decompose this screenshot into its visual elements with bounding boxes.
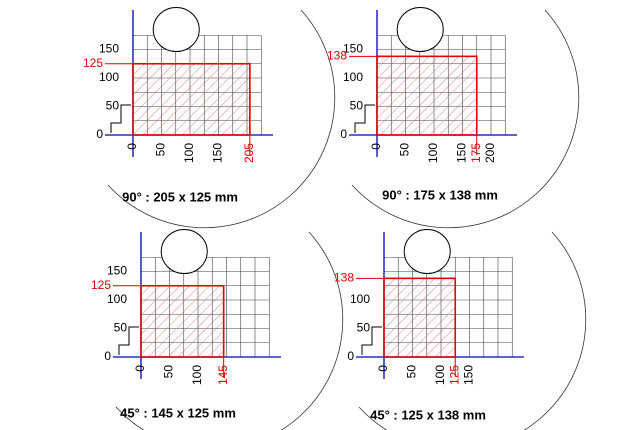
cut-height-label: 138 bbox=[334, 271, 354, 285]
x-tick-label: 50 bbox=[162, 365, 176, 379]
x-tick-label: 50 bbox=[398, 143, 412, 157]
x-tick-label: 150 bbox=[462, 365, 476, 385]
y-tick-label: 50 bbox=[357, 321, 371, 335]
y-tick-label: 150 bbox=[107, 264, 127, 278]
x-tick-label: 0 bbox=[133, 365, 147, 372]
y-tick-label: 100 bbox=[107, 292, 127, 306]
y-tick-label: 150 bbox=[99, 42, 119, 56]
cut-width-label: 145 bbox=[216, 365, 230, 385]
motor bbox=[396, 7, 444, 53]
y-tick-label: 50 bbox=[106, 99, 120, 113]
caption: 45° : 145 x 125 mm bbox=[120, 405, 236, 420]
cut-area bbox=[132, 62, 251, 136]
fence bbox=[110, 104, 131, 133]
y-tick-label: 0 bbox=[104, 349, 111, 363]
y-tick-label: 0 bbox=[340, 127, 347, 141]
x-tick-label: 100 bbox=[190, 365, 204, 385]
cut-width-label: 205 bbox=[242, 143, 256, 163]
motor bbox=[152, 7, 200, 53]
blade-arc bbox=[115, 231, 344, 430]
x-tick-label: 0 bbox=[376, 365, 390, 372]
y-tick-label: 100 bbox=[343, 70, 363, 84]
caption: 90° : 205 x 125 mm bbox=[122, 189, 238, 204]
motor bbox=[403, 229, 451, 275]
x-tick-label: 50 bbox=[154, 143, 168, 157]
cut-width-label: 125 bbox=[447, 365, 461, 385]
y-tick-label: 150 bbox=[343, 42, 363, 56]
cut-height-label: 125 bbox=[83, 56, 103, 70]
cut-width-label: 175 bbox=[469, 143, 483, 163]
y-tick-label: 50 bbox=[114, 321, 128, 335]
fence bbox=[354, 104, 375, 133]
cut-area bbox=[376, 55, 478, 136]
x-tick-label: 0 bbox=[369, 143, 383, 150]
blade-arc bbox=[351, 9, 580, 229]
x-tick-label: 100 bbox=[433, 365, 447, 385]
fence bbox=[361, 326, 382, 355]
cut-area bbox=[383, 277, 457, 358]
cut-height-label: 125 bbox=[91, 278, 111, 292]
blade-arc bbox=[358, 231, 587, 430]
fence bbox=[118, 326, 139, 355]
x-tick-label: 100 bbox=[182, 143, 196, 163]
y-tick-label: 100 bbox=[99, 70, 119, 84]
x-tick-label: 100 bbox=[426, 143, 440, 163]
y-tick-label: 0 bbox=[347, 349, 354, 363]
x-tick-label: 0 bbox=[125, 143, 139, 150]
caption: 90° : 175 x 138 mm bbox=[382, 187, 498, 202]
x-tick-label: 50 bbox=[405, 365, 419, 379]
caption: 45° : 125 x 138 mm bbox=[370, 407, 486, 422]
y-tick-label: 100 bbox=[350, 292, 370, 306]
cut-height-label: 138 bbox=[327, 49, 347, 63]
cut-area bbox=[140, 284, 225, 358]
y-tick-label: 0 bbox=[96, 127, 103, 141]
x-tick-label: 150 bbox=[211, 143, 225, 163]
y-tick-label: 50 bbox=[350, 99, 364, 113]
motor bbox=[160, 229, 208, 275]
x-tick-label: 150 bbox=[455, 143, 469, 163]
x-tick-label: 200 bbox=[483, 143, 497, 163]
blade-arc bbox=[107, 9, 336, 229]
